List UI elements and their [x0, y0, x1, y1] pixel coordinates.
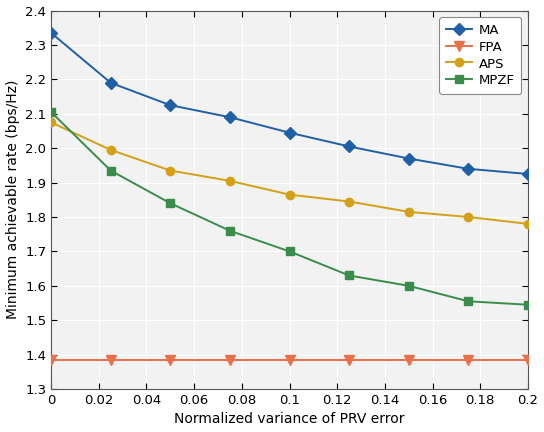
Legend: MA, FPA, APS, MPZF: MA, FPA, APS, MPZF: [439, 17, 521, 94]
Line: APS: APS: [47, 118, 532, 228]
Y-axis label: Minimum achievable rate (bps/Hz): Minimum achievable rate (bps/Hz): [5, 80, 20, 320]
APS: [465, 214, 472, 219]
APS: [107, 147, 114, 152]
MA: [346, 144, 353, 149]
MA: [107, 80, 114, 86]
MPZF: [286, 249, 293, 254]
FPA: [524, 357, 531, 362]
MA: [227, 114, 233, 120]
MPZF: [405, 283, 412, 289]
FPA: [107, 357, 114, 362]
APS: [524, 221, 531, 226]
APS: [286, 192, 293, 197]
APS: [48, 120, 54, 125]
FPA: [48, 357, 54, 362]
FPA: [227, 357, 233, 362]
MA: [465, 166, 472, 172]
FPA: [286, 357, 293, 362]
MA: [405, 156, 412, 161]
APS: [405, 209, 412, 214]
APS: [227, 178, 233, 184]
Line: MPZF: MPZF: [47, 108, 532, 309]
APS: [167, 168, 174, 173]
MPZF: [524, 302, 531, 307]
MPZF: [346, 273, 353, 278]
MA: [48, 30, 54, 35]
MPZF: [227, 228, 233, 233]
MA: [167, 102, 174, 108]
APS: [346, 199, 353, 204]
Line: MA: MA: [47, 29, 532, 178]
FPA: [167, 357, 174, 362]
MPZF: [48, 109, 54, 114]
FPA: [346, 357, 353, 362]
FPA: [465, 357, 472, 362]
X-axis label: Normalized variance of PRV error: Normalized variance of PRV error: [174, 413, 405, 426]
MPZF: [167, 200, 174, 206]
MA: [286, 130, 293, 135]
Line: FPA: FPA: [46, 355, 533, 365]
FPA: [405, 357, 412, 362]
MPZF: [465, 299, 472, 304]
MA: [524, 172, 531, 177]
MPZF: [107, 168, 114, 173]
